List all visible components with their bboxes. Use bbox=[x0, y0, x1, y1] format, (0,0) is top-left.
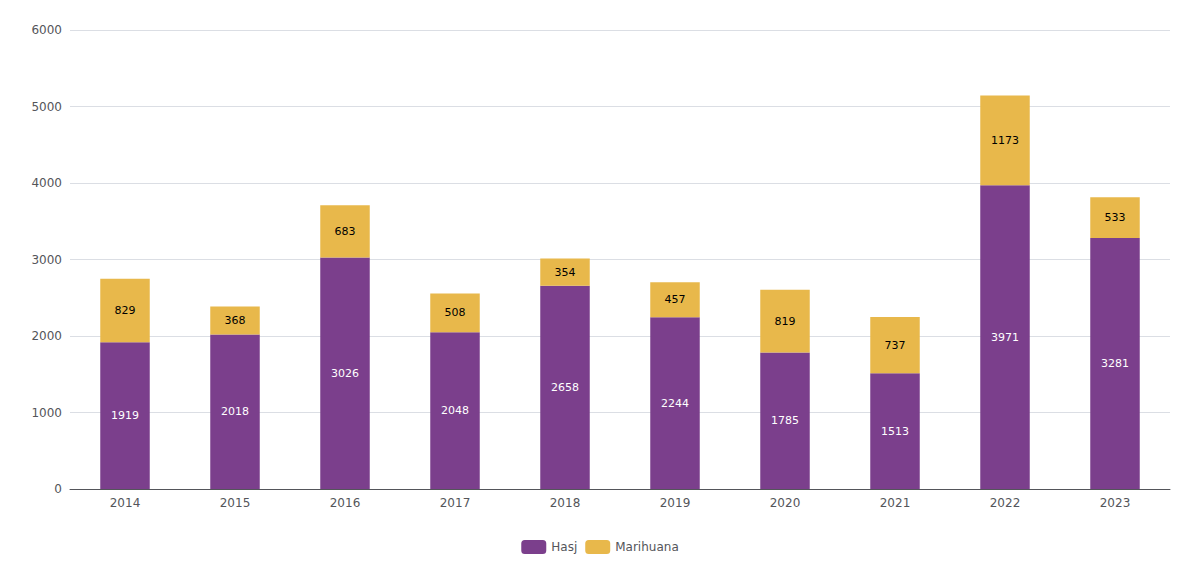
svg-text:2016: 2016 bbox=[330, 496, 361, 510]
svg-text:2018: 2018 bbox=[221, 405, 249, 418]
svg-text:533: 533 bbox=[1105, 211, 1126, 224]
svg-text:683: 683 bbox=[335, 225, 356, 238]
svg-text:1000: 1000 bbox=[31, 406, 62, 420]
svg-text:2020: 2020 bbox=[770, 496, 801, 510]
svg-text:2023: 2023 bbox=[1100, 496, 1131, 510]
svg-text:1919: 1919 bbox=[111, 409, 139, 422]
svg-text:2017: 2017 bbox=[440, 496, 471, 510]
svg-text:1513: 1513 bbox=[881, 425, 909, 438]
svg-text:2015: 2015 bbox=[220, 496, 251, 510]
svg-text:2018: 2018 bbox=[550, 496, 581, 510]
svg-text:354: 354 bbox=[555, 266, 576, 279]
svg-text:2019: 2019 bbox=[660, 496, 691, 510]
svg-text:1785: 1785 bbox=[771, 414, 799, 427]
svg-text:2048: 2048 bbox=[441, 404, 469, 417]
svg-text:2658: 2658 bbox=[551, 381, 579, 394]
svg-text:368: 368 bbox=[225, 314, 246, 327]
svg-text:Marihuana: Marihuana bbox=[615, 540, 679, 554]
svg-text:Hasj: Hasj bbox=[551, 540, 577, 554]
svg-text:3281: 3281 bbox=[1101, 357, 1129, 370]
svg-text:457: 457 bbox=[665, 293, 686, 306]
svg-text:3971: 3971 bbox=[991, 331, 1019, 344]
svg-text:2021: 2021 bbox=[880, 496, 911, 510]
svg-text:2022: 2022 bbox=[990, 496, 1021, 510]
svg-text:819: 819 bbox=[775, 315, 796, 328]
svg-text:3000: 3000 bbox=[31, 253, 62, 267]
svg-text:0: 0 bbox=[54, 482, 62, 496]
svg-text:5000: 5000 bbox=[31, 100, 62, 114]
svg-text:2014: 2014 bbox=[110, 496, 141, 510]
svg-text:3026: 3026 bbox=[331, 367, 359, 380]
svg-text:737: 737 bbox=[885, 339, 906, 352]
svg-text:508: 508 bbox=[445, 306, 466, 319]
svg-text:2244: 2244 bbox=[661, 397, 689, 410]
svg-text:4000: 4000 bbox=[31, 176, 62, 190]
svg-text:6000: 6000 bbox=[31, 23, 62, 37]
svg-text:2000: 2000 bbox=[31, 329, 62, 343]
svg-text:1173: 1173 bbox=[991, 134, 1019, 147]
svg-text:829: 829 bbox=[115, 304, 136, 317]
